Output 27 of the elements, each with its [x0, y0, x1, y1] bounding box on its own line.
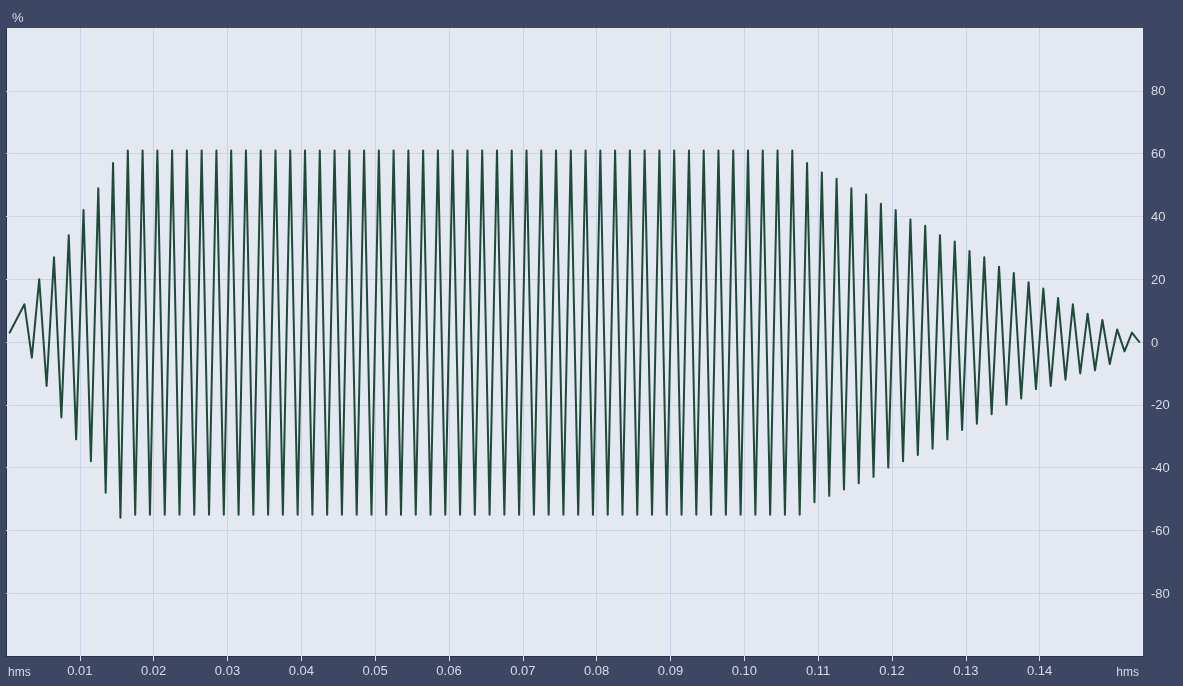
x-tick-label: 0.06 [436, 663, 462, 678]
line-series [8, 149, 1141, 519]
x-tick-label: 0.04 [288, 663, 314, 678]
x-tick-label: 0.14 [1026, 663, 1053, 678]
x-axis-title: hms [8, 665, 31, 679]
text: hms [1116, 665, 1139, 679]
x-tick-label: 0.03 [214, 663, 241, 678]
y-tick-label: 20 [1151, 271, 1166, 287]
y-tick-label: -60 [1151, 522, 1170, 538]
y-tick-label: 60 [1151, 146, 1166, 162]
x-tick-label: 0.11 [805, 663, 831, 678]
x-tick-label: 0.08 [583, 663, 610, 678]
x-tick-label: 0.01 [67, 663, 93, 678]
y-tick-label: 0 [1151, 334, 1159, 350]
x-tick-label: 0.09 [657, 663, 684, 678]
x-tick-label: 0.13 [953, 663, 979, 678]
x-tick-label: 0.05 [362, 663, 388, 678]
y-axis-title: % [12, 10, 24, 25]
x-tick-label: 0.07 [510, 663, 536, 678]
y-tick-label: 80 [1151, 83, 1166, 99]
y-tick-label: -80 [1151, 585, 1170, 601]
y-tick-label: 40 [1151, 208, 1166, 224]
x-tick-label: 0.02 [141, 663, 167, 678]
y-tick-label: -20 [1151, 397, 1170, 413]
x-tick-label: 0.12 [879, 663, 905, 678]
y-tick-label: -40 [1151, 460, 1170, 476]
x-tick-label: 0.10 [731, 663, 757, 678]
